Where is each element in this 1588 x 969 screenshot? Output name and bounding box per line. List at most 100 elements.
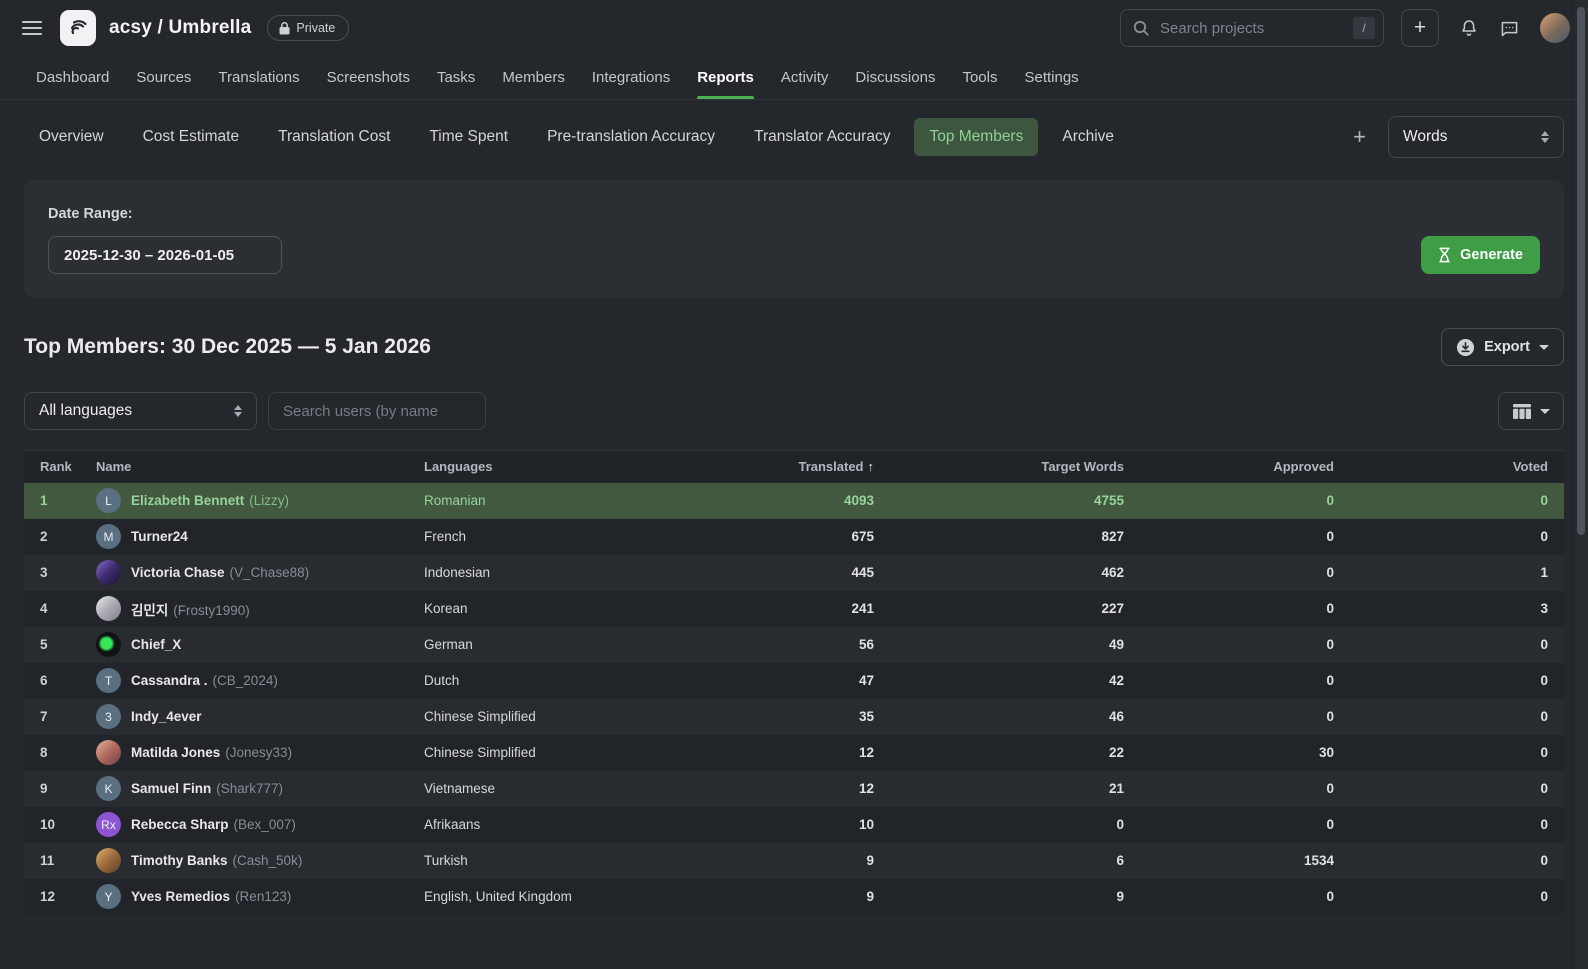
members-table-body: 1 L Elizabeth Bennett (Lizzy) Romanian 4093 47… bbox=[24, 482, 1564, 915]
generate-button[interactable]: Generate bbox=[1421, 236, 1540, 274]
user-avatar[interactable] bbox=[1540, 13, 1570, 43]
member-avatar: M bbox=[96, 524, 121, 549]
column-header-approved[interactable]: Approved bbox=[1273, 459, 1334, 475]
name-cell: Timothy Banks (Cash_50k) bbox=[82, 843, 410, 879]
subnav-tab-time-spent[interactable]: Time Spent bbox=[429, 128, 509, 145]
user-search-input[interactable]: Search users (by name bbox=[268, 392, 486, 430]
nav-tab-members[interactable]: Members bbox=[502, 69, 565, 86]
rank-cell: 10 bbox=[40, 817, 56, 832]
table-row[interactable]: 2 M Turner24 French 675 827 0 0 bbox=[24, 518, 1564, 555]
approved-cell: 0 bbox=[1326, 637, 1334, 652]
member-name-link[interactable]: Matilda Jones bbox=[131, 745, 221, 760]
approved-cell: 0 bbox=[1326, 709, 1334, 724]
column-header-name[interactable]: Name bbox=[96, 459, 132, 475]
nav-tab-tasks[interactable]: Tasks bbox=[436, 69, 476, 86]
project-title[interactable]: acsy / Umbrella bbox=[109, 17, 252, 38]
scrollbar-thumb[interactable] bbox=[1577, 7, 1585, 535]
subnav-tab-translator-accuracy[interactable]: Translator Accuracy bbox=[754, 128, 891, 145]
table-row[interactable]: 12 Y Yves Remedios (Ren123) English, United … bbox=[24, 878, 1564, 915]
bell-icon bbox=[1462, 19, 1476, 36]
member-name-link[interactable]: Elizabeth Bennett bbox=[131, 493, 245, 508]
nav-tab-sources[interactable]: Sources bbox=[136, 69, 192, 86]
column-header-target-words[interactable]: Target Words bbox=[1041, 459, 1124, 475]
column-header-voted[interactable]: Voted bbox=[1512, 459, 1548, 475]
table-row[interactable]: 8 Matilda Jones (Jonesy33) Chinese Simplifi… bbox=[24, 734, 1564, 771]
search-projects-input[interactable]: Search projects / bbox=[1120, 9, 1384, 47]
unit-select-value: Words bbox=[1403, 128, 1448, 145]
language-filter-select[interactable]: All languages bbox=[24, 392, 257, 430]
subnav-tab-top-members[interactable]: Top Members bbox=[914, 118, 1039, 156]
languages-cell: German bbox=[424, 637, 473, 652]
nav-tab-activity[interactable]: Activity bbox=[780, 69, 829, 86]
translated-cell: 675 bbox=[851, 529, 874, 544]
target-words-cell: 6 bbox=[1116, 853, 1124, 868]
unit-select[interactable]: Words bbox=[1388, 116, 1564, 158]
add-report-button[interactable]: + bbox=[1353, 124, 1366, 149]
nav-tab-dashboard[interactable]: Dashboard bbox=[36, 69, 110, 86]
member-name-link[interactable]: Indy_4ever bbox=[131, 709, 202, 724]
nav-tab-integrations[interactable]: Integrations bbox=[591, 69, 671, 86]
member-name-link[interactable]: Timothy Banks bbox=[131, 853, 228, 868]
table-row[interactable]: 4 김민지 (Frosty1990) Korean 241 227 0 3 bbox=[24, 590, 1564, 627]
subnav-tab-overview[interactable]: Overview bbox=[39, 128, 104, 145]
member-username: (Bex_007) bbox=[233, 817, 296, 832]
approved-cell: 0 bbox=[1326, 601, 1334, 616]
date-range-input[interactable]: 2025-12-30 – 2026-01-05 bbox=[48, 236, 282, 274]
sort-ascending-icon[interactable]: ↑ bbox=[867, 459, 875, 475]
member-name-link[interactable]: Cassandra . bbox=[131, 673, 208, 688]
member-name-link[interactable]: Victoria Chase bbox=[131, 565, 225, 580]
nav-tab-tools[interactable]: Tools bbox=[962, 69, 998, 86]
voted-cell: 1 bbox=[1540, 565, 1548, 580]
subnav-tab-pre-translation-accuracy[interactable]: Pre-translation Accuracy bbox=[547, 128, 716, 145]
table-row[interactable]: 7 3 Indy_4ever Chinese Simplified 35 46 0 0 bbox=[24, 698, 1564, 735]
table-row[interactable]: 5 Chief_X German 56 49 0 0 bbox=[24, 626, 1564, 663]
member-name-link[interactable]: Turner24 bbox=[131, 529, 188, 544]
table-row[interactable]: 6 T Cassandra . (CB_2024) Dutch 47 42 0 0 bbox=[24, 662, 1564, 699]
export-button[interactable]: Export bbox=[1441, 328, 1564, 366]
column-header-rank[interactable]: Rank bbox=[40, 459, 72, 475]
table-row[interactable]: 1 L Elizabeth Bennett (Lizzy) Romanian 4093 47… bbox=[24, 482, 1564, 519]
member-name-link[interactable]: Samuel Finn bbox=[131, 781, 212, 796]
column-header-translated[interactable]: Translated ↑ bbox=[710, 451, 890, 483]
date-range-panel: Date Range: 2025-12-30 – 2026-01-05 Gene… bbox=[24, 180, 1564, 298]
table-row[interactable]: 9 K Samuel Finn (Shark777) Vietnamese 12 21 0 0 bbox=[24, 770, 1564, 807]
app-logo[interactable] bbox=[60, 10, 96, 46]
translated-cell: 47 bbox=[858, 673, 874, 688]
languages-cell: Dutch bbox=[424, 673, 460, 688]
table-row[interactable]: 11 Timothy Banks (Cash_50k) Turkish 9 6 1534 0 bbox=[24, 842, 1564, 879]
approved-cell: 0 bbox=[1326, 493, 1334, 508]
rank-cell: 4 bbox=[40, 601, 48, 616]
rank-cell: 8 bbox=[40, 745, 48, 760]
subnav-tab-translation-cost[interactable]: Translation Cost bbox=[278, 128, 391, 145]
member-name-link[interactable]: Yves Remedios bbox=[131, 889, 231, 904]
columns-settings-button[interactable] bbox=[1498, 392, 1564, 430]
name-cell: Chief_X bbox=[82, 627, 410, 663]
table-row[interactable]: 3 Victoria Chase (V_Chase88) Indonesian 445 4… bbox=[24, 554, 1564, 591]
languages-cell: Vietnamese bbox=[424, 781, 496, 796]
hamburger-menu-icon[interactable] bbox=[22, 21, 42, 35]
nav-tab-translations[interactable]: Translations bbox=[218, 69, 300, 86]
nav-tab-discussions[interactable]: Discussions bbox=[855, 69, 936, 86]
create-project-button[interactable]: + bbox=[1401, 9, 1439, 47]
nav-tab-settings[interactable]: Settings bbox=[1024, 69, 1079, 86]
subnav-tab-cost-estimate[interactable]: Cost Estimate bbox=[142, 128, 240, 145]
translated-cell: 241 bbox=[851, 601, 874, 616]
rank-cell: 12 bbox=[40, 889, 56, 904]
messages-button[interactable] bbox=[1499, 18, 1520, 38]
target-words-cell: 22 bbox=[1108, 745, 1124, 760]
member-name-link[interactable]: Rebecca Sharp bbox=[131, 817, 229, 832]
lock-icon bbox=[279, 21, 290, 34]
translated-cell: 10 bbox=[858, 817, 874, 832]
nav-tab-screenshots[interactable]: Screenshots bbox=[326, 69, 410, 86]
notifications-button[interactable] bbox=[1459, 18, 1479, 39]
member-name-link[interactable]: Chief_X bbox=[131, 637, 182, 652]
nav-tab-reports[interactable]: Reports bbox=[697, 56, 754, 99]
member-avatar bbox=[96, 848, 121, 873]
table-row[interactable]: 10 Rx Rebecca Sharp (Bex_007) Afrikaans 10 0 0 0 bbox=[24, 806, 1564, 843]
languages-cell: French bbox=[424, 529, 467, 544]
subnav-tab-archive[interactable]: Archive bbox=[1062, 128, 1115, 145]
member-name-link[interactable]: 김민지 bbox=[131, 602, 169, 618]
approved-cell: 0 bbox=[1326, 817, 1334, 832]
translated-cell: 12 bbox=[858, 781, 874, 796]
column-header-languages[interactable]: Languages bbox=[424, 459, 493, 475]
